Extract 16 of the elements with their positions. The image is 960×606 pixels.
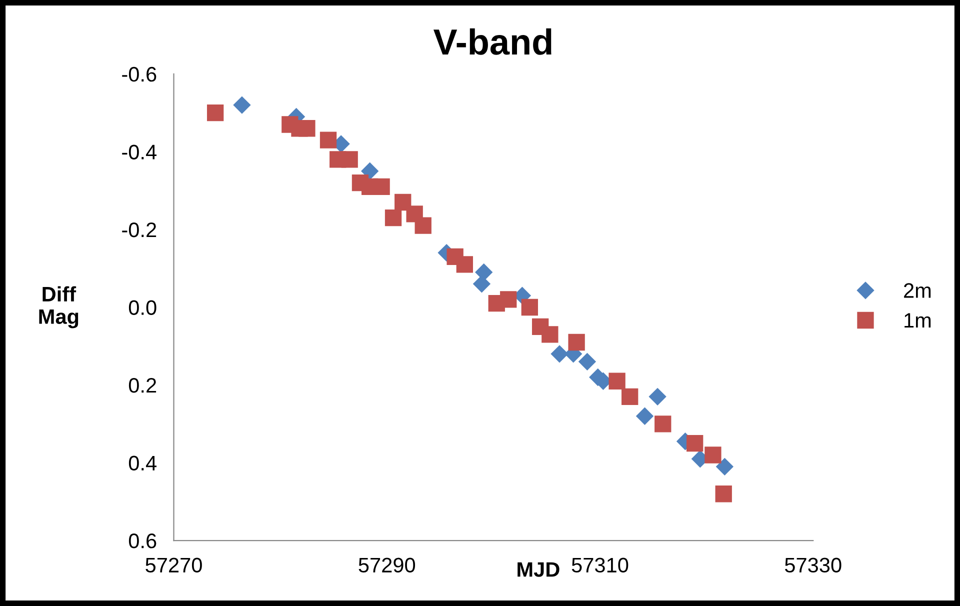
x-tick-label: 57270: [146, 558, 202, 573]
y-tick-label: 0.6: [128, 534, 156, 548]
x-tick-label: 57330: [784, 558, 842, 573]
y-tick-label: 0.0: [128, 300, 156, 315]
legend-label: 1m: [904, 313, 931, 328]
x-tick-label: 57310: [572, 558, 628, 573]
y-tick-label: -0.2: [122, 222, 156, 238]
y-axis-title: Diff Mag: [39, 286, 78, 328]
y-tick-label: 0.4: [128, 456, 156, 471]
x-axis-title: MJD: [518, 562, 560, 577]
chart-title: V-band: [434, 28, 552, 55]
x-tick-label: 57290: [358, 558, 416, 573]
y-tick-label: -0.4: [122, 144, 156, 160]
y-tick-label: 0.2: [128, 378, 156, 393]
legend-label: 2m: [904, 283, 931, 298]
y-tick-label: -0.6: [122, 66, 156, 82]
